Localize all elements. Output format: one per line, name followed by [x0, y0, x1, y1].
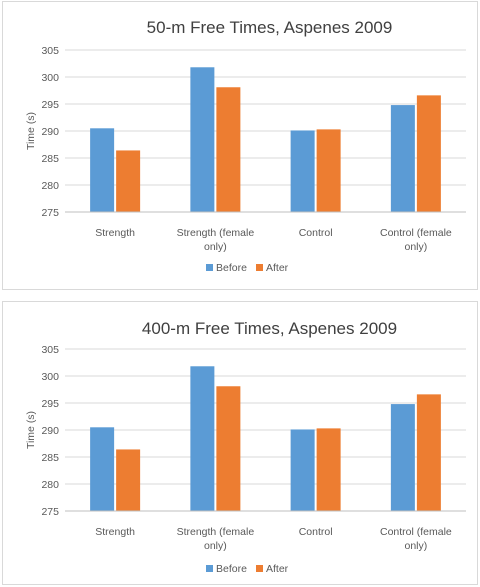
y-axis-title: Time (s) [25, 411, 37, 449]
category-label: Control (female only) [380, 526, 452, 552]
category-label-line: Control (female [380, 227, 452, 239]
legend-label-after: After [266, 563, 289, 575]
bar-before-3 [290, 429, 315, 511]
legend-label-before: Before [216, 262, 247, 274]
bar-after-3 [316, 129, 341, 212]
y-tick-label: 295 [41, 398, 59, 410]
bar-after-1 [116, 150, 141, 212]
category-label: Control (female only) [380, 227, 452, 253]
category-label: Control [299, 227, 333, 239]
y-tick-label: 285 [41, 153, 59, 165]
legend-swatch-after [256, 264, 263, 271]
legend-swatch-before [206, 264, 213, 271]
chart-400m: 400-m Free Times, Aspenes 2009 275 280 285 2… [25, 319, 466, 575]
bar-after-4 [416, 95, 441, 212]
y-tick-label: 305 [41, 344, 59, 356]
category-label-line: only) [204, 540, 227, 552]
bar-before-4 [390, 105, 415, 212]
category-label: Strength [95, 227, 135, 239]
y-tick-label: 280 [41, 479, 59, 491]
legend-swatch-before [206, 565, 213, 572]
y-tick-label: 305 [41, 45, 59, 57]
legend-label-after: After [266, 262, 289, 274]
y-tick-label: 280 [41, 180, 59, 192]
y-tick-label: 285 [41, 452, 59, 464]
y-tick-label: 275 [41, 506, 59, 518]
category-label: Strength [95, 526, 135, 538]
legend-swatch-after [256, 565, 263, 572]
chart-title: 50-m Free Times, Aspenes 2009 [147, 18, 393, 37]
y-tick-label: 300 [41, 72, 59, 84]
y-tick-label: 295 [41, 99, 59, 111]
bar-before-3 [290, 130, 315, 212]
category-label: Strength (female only) [177, 526, 255, 552]
category-label: Control [299, 526, 333, 538]
category-label-line: Strength (female [177, 227, 255, 239]
category-label-line: only) [204, 241, 227, 253]
bar-after-2 [216, 87, 241, 212]
y-axis-title: Time (s) [25, 112, 37, 150]
y-tick-label: 290 [41, 126, 59, 138]
category-label-line: Control [299, 526, 333, 538]
category-label-line: Control (female [380, 526, 452, 538]
chart-title: 400-m Free Times, Aspenes 2009 [142, 319, 397, 338]
bar-before-1 [90, 427, 115, 511]
y-tick-label: 290 [41, 425, 59, 437]
chart-panel-400m: 400-m Free Times, Aspenes 2009 275 280 285 2… [2, 301, 478, 585]
chart-50m: 50-m Free Times, Aspenes 2009 275 280 285 29… [25, 18, 466, 274]
category-label-line: Strength (female [177, 526, 255, 538]
category-label-line: only) [404, 241, 427, 253]
category-label-line: Control [299, 227, 333, 239]
bar-after-2 [216, 386, 241, 511]
bar-after-3 [316, 428, 341, 511]
bar-after-4 [416, 394, 441, 511]
bar-before-2 [190, 366, 215, 511]
bar-before-1 [90, 128, 115, 212]
category-label-line: Strength [95, 526, 135, 538]
bar-before-4 [390, 404, 415, 511]
y-tick-label: 300 [41, 371, 59, 383]
legend-label-before: Before [216, 563, 247, 575]
category-label-line: only) [404, 540, 427, 552]
y-tick-label: 275 [41, 207, 59, 219]
bar-after-1 [116, 449, 141, 511]
bar-before-2 [190, 67, 215, 212]
category-label: Strength (female only) [177, 227, 255, 253]
category-label-line: Strength [95, 227, 135, 239]
chart-panel-50m: 50-m Free Times, Aspenes 2009 275 280 285 29… [2, 1, 478, 290]
